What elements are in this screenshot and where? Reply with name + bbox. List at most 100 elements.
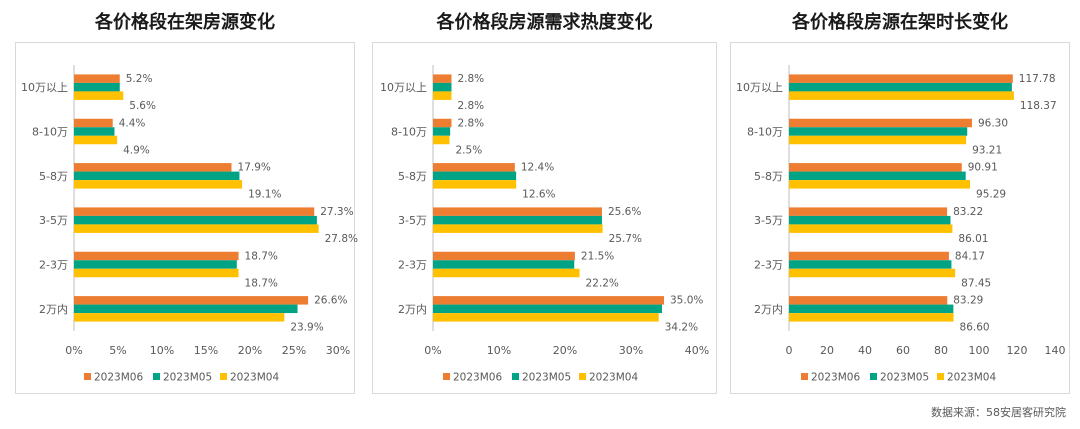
x-tick-label: 40% [685,344,709,357]
data-label: 5.6% [129,100,156,112]
category-label: 10万以上 [380,81,427,94]
bar-m04 [433,135,450,145]
data-label: 4.9% [123,144,150,156]
data-label: 2.8% [457,73,484,85]
bar-m05 [74,171,240,181]
bar-m06 [433,74,452,83]
category-label: 5-8万 [754,170,783,183]
x-tick-label: 0% [65,344,82,357]
bar-m06 [433,207,602,216]
bar-m05 [433,260,575,269]
bar-m04 [74,224,319,233]
bar-m04 [789,180,971,189]
legend-label: 2023M05 [522,372,571,384]
bar-m05 [433,215,602,225]
bar-m06 [789,163,962,172]
category-label: 8-10万 [747,126,783,139]
data-label: 27.3% [320,206,353,218]
x-tick-label: 100 [969,344,990,357]
bar-m06 [74,163,232,172]
data-label: 117.78 [1019,73,1056,85]
data-label: 95.29 [976,189,1006,201]
x-tick-label: 140 [1045,344,1066,357]
data-label: 83.29 [953,295,983,307]
data-label: 86.60 [960,322,990,334]
x-tick-label: 0 [786,344,793,357]
category-label: 2万内 [39,302,68,316]
legend-swatch [579,373,586,380]
bar-m05 [74,260,237,269]
legend-swatch [153,373,160,380]
data-label: 2.5% [456,144,483,156]
data-label: 17.9% [238,162,271,174]
bar-m06 [433,118,452,128]
bar-m05 [789,304,954,314]
legend-swatch [801,373,808,380]
x-tick-label: 60 [896,344,910,357]
data-label: 86.01 [958,233,988,245]
chart-panel-listing-duration: 0 20 40 60 80 100 120 140 10万以上 117.78 118.37 8-10万… [730,42,1070,394]
legend-label: 2023M04 [230,372,279,384]
category-label: 3-5万 [398,214,427,227]
bar-m06 [74,296,309,305]
bar-m06 [789,118,972,128]
legend-label: 2023M04 [947,372,996,384]
data-label: 93.21 [972,144,1002,156]
bar-m06 [789,296,948,305]
bar-m04 [74,313,285,322]
legend-label: 2023M06 [811,372,860,384]
bar-m04 [433,224,603,233]
data-label: 26.6% [314,295,347,307]
bar-m05 [789,215,951,225]
x-tick-label: 25% [282,344,306,357]
data-label: 84.17 [955,250,985,262]
bar-m05 [74,82,120,92]
x-tick-label: 5% [109,344,126,357]
category-label: 2万内 [754,302,783,316]
bar-m04 [789,91,1014,100]
bar-m05 [789,260,952,269]
data-label: 2.8% [457,100,484,112]
legend-label: 2023M06 [453,372,502,384]
data-label: 2.8% [457,117,484,129]
data-label: 4.4% [119,117,146,129]
x-tick-label: 20% [238,344,262,357]
bar-m06 [789,251,949,261]
data-label: 18.7% [245,250,278,262]
bar-m04 [433,268,580,278]
bar-m04 [74,91,124,100]
bar-m04 [433,180,517,189]
bar-m05 [433,127,451,136]
data-label: 22.2% [586,277,619,289]
x-tick-label: 30% [619,344,643,357]
x-tick-label: 40 [858,344,872,357]
legend-swatch [84,373,91,380]
data-label: 25.6% [608,206,641,218]
category-label: 10万以上 [736,81,783,94]
category-label: 2-3万 [754,259,783,272]
category-label: 2-3万 [398,259,427,272]
legend-swatch [220,373,227,380]
legend-label: 2023M05 [880,372,929,384]
bar-m04 [74,180,243,189]
data-label: 25.7% [609,233,642,245]
bar-m06 [74,74,120,83]
data-label: 21.5% [581,250,614,262]
bar-m04 [74,268,239,278]
data-label: 12.4% [521,162,554,174]
bar-m05 [789,171,966,181]
bar-m06 [433,163,515,172]
data-label: 18.7% [245,277,278,289]
data-label: 12.6% [522,189,555,201]
bar-m05 [789,127,968,136]
x-tick-label: 120 [1007,344,1028,357]
legend-label: 2023M06 [94,372,143,384]
bar-m06 [789,207,948,216]
x-tick-label: 20 [820,344,834,357]
legend-label: 2023M04 [589,372,638,384]
data-label: 87.45 [961,277,991,289]
data-label: 90.91 [968,162,998,174]
data-label: 19.1% [248,189,281,201]
bar-m06 [74,251,239,261]
bar-m05 [433,171,517,181]
